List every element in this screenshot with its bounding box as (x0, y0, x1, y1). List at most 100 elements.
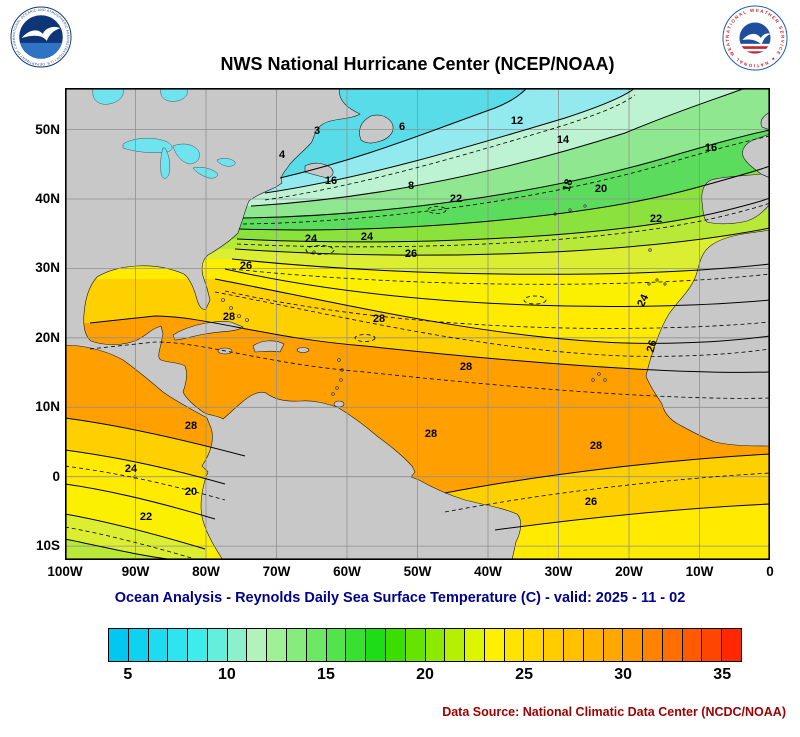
colorbar-cell (287, 629, 307, 661)
colorbar-cell (405, 629, 426, 661)
lon-tick-label: 70W (262, 564, 291, 579)
colorbar-cell (326, 629, 347, 661)
lon-tick-label: 30W (544, 564, 573, 579)
noaa-gull-icon (21, 26, 61, 41)
cuba (172, 321, 244, 341)
colorbar-cell (623, 629, 644, 661)
nws-logo: NATIONAL WEATHER SERVICE ★ NATIONAL WEAT… (722, 5, 788, 71)
lat-tick-label: 10S (35, 538, 60, 554)
latitude-axis: 50N 40N 30N 20N 10N 0 10S (10, 88, 60, 560)
lat-tick-label: 20N (35, 329, 60, 345)
isotherm-label: 20 (595, 183, 607, 195)
colorbar-cell (267, 629, 288, 661)
map-container: 3 4 6 8 12 14 16 16 18 20 22 22 24 24 24 26 26 26 28 28 28 28… (64, 87, 771, 563)
lon-tick-label: 10W (685, 564, 714, 579)
england-sliver (760, 111, 771, 131)
lat-tick-label: 0 (52, 468, 60, 484)
isotherm-label: 8 (408, 180, 414, 192)
colorbar-cell (247, 629, 268, 661)
isotherm-label: 26 (405, 248, 417, 260)
lon-tick-label: 100W (47, 564, 83, 579)
colorbar-cell (168, 629, 189, 661)
colorbar-cell (643, 629, 663, 661)
colorbar-tick: 30 (614, 666, 633, 683)
isotherm-label: 22 (450, 193, 462, 205)
nws-emblem-stripes (739, 43, 771, 54)
isotherm-label: 18 (561, 178, 576, 193)
lon-tick-label: 90W (121, 564, 150, 579)
isotherm-label: 24 (361, 231, 374, 243)
isotherm-label: 26 (585, 496, 597, 508)
lake-michigan (160, 147, 170, 179)
page-title: NWS National Hurricane Center (NCEP/NOAA… (220, 54, 615, 74)
isotherm-label: 14 (557, 134, 570, 146)
isotherm-label: 24 (305, 233, 318, 245)
colorbar-cell (128, 629, 149, 661)
isotherm-label: 28 (590, 440, 602, 452)
nws-gull-icon (742, 33, 771, 45)
colorbar-cell (306, 629, 327, 661)
nova-scotia (304, 162, 334, 179)
temperature-colorbar (108, 628, 742, 662)
colorbar-tick: 15 (317, 666, 335, 683)
isotherm-label: 16 (705, 142, 717, 154)
colorbar-cell (722, 629, 741, 661)
isotherm-label: 22 (650, 213, 662, 225)
lat-tick-label: 10N (35, 399, 60, 415)
lat-tick-label: 40N (35, 191, 60, 206)
trinidad (333, 400, 345, 408)
lon-tick-label: 50W (403, 564, 432, 579)
lon-tick-label: 80W (192, 564, 220, 579)
lon-tick-label: 0 (766, 564, 774, 579)
colorbar-cell (207, 629, 228, 661)
colorbar-cell (682, 629, 703, 661)
colorbar-tick-labels: 5 10 15 20 25 30 35 (108, 666, 742, 688)
france (742, 133, 771, 179)
lat-tick-label: 30N (35, 260, 60, 276)
colorbar-cell (603, 629, 624, 661)
noaa-logo: NATIONAL OCEANIC AND ATMOSPHERIC ADMINIS… (10, 6, 72, 68)
isotherm-label: 6 (399, 121, 405, 133)
isotherm-label: 28 (223, 311, 235, 323)
sst-map: 3 4 6 8 12 14 16 16 18 20 22 22 24 24 24 26 26 26 28 28 28 28… (64, 87, 771, 563)
colorbar-cell (563, 629, 584, 661)
colorbar-cell (504, 629, 525, 661)
lake-ontario (216, 158, 236, 167)
isotherm-label: 24 (635, 292, 651, 309)
lon-tick-label: 20W (615, 564, 643, 579)
colorbar-tick: 10 (217, 666, 236, 683)
hudson-bay (92, 87, 124, 105)
analysis-caption: Ocean Analysis - Reynolds Daily Sea Surf… (114, 590, 686, 606)
lon-tick-label: 40W (474, 564, 502, 579)
colorbar-cell (484, 629, 505, 661)
isotherm-label: 12 (511, 115, 523, 127)
isotherm-label: 20 (185, 486, 197, 498)
colorbar-cell (385, 629, 406, 661)
small-islands (133, 204, 667, 479)
colorbar-tick: 5 (123, 666, 133, 683)
colorbar-cell (583, 629, 604, 661)
isotherm-label: 28 (425, 428, 437, 440)
colorbar-cell (109, 629, 129, 661)
isotherm-label: 28 (460, 361, 472, 373)
colorbar-cell (544, 629, 564, 661)
lat-tick-label: 50N (35, 121, 60, 137)
map-frame (65, 88, 771, 560)
isotherm-label: 26 (240, 260, 252, 272)
colorbar-tick: 25 (515, 666, 533, 683)
colorbar-cell (465, 629, 485, 661)
isotherm-value-labels: 3 4 6 8 12 14 16 16 18 20 22 22 24 24 24 26 26 26 28 28 28 28… (125, 115, 717, 523)
colorbar-tick: 20 (416, 666, 434, 683)
colorbar-cell (148, 629, 169, 661)
puerto-rico (296, 347, 310, 353)
noaa-emblem-sea (20, 42, 62, 59)
data-source-note: Data Source: National Climatic Data Cent… (442, 705, 786, 719)
longitude-axis: 100W 90W 80W 70W 60W 50W 40W 30W 20W 10W 0 (47, 564, 773, 582)
lake-huron (172, 143, 200, 165)
intermediate-dashed-contours (64, 94, 771, 563)
isotherm-label: 28 (185, 420, 197, 432)
isotherm-label: 16 (325, 175, 337, 187)
newfoundland (359, 114, 394, 144)
colorbar-cell (445, 629, 466, 661)
